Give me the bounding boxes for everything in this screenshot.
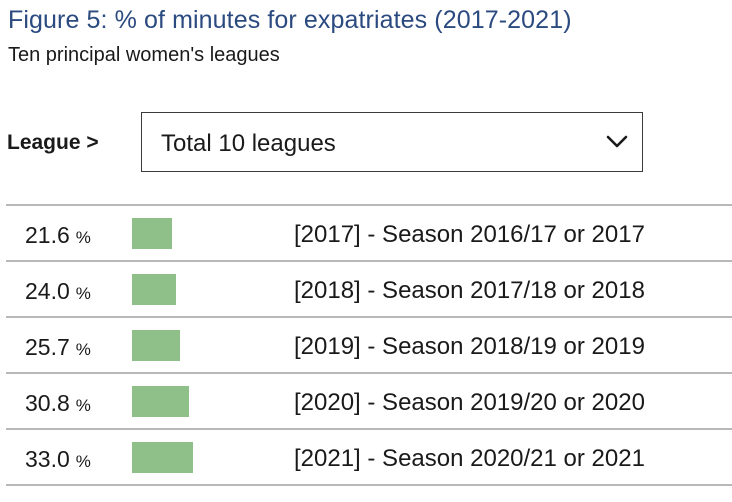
table-row: 25.7% [2019] - Season 2018/19 or 2019 bbox=[6, 318, 732, 374]
bar bbox=[132, 442, 194, 473]
bar-category-label: [2019] - Season 2018/19 or 2019 bbox=[294, 333, 645, 360]
bar-value-unit: % bbox=[75, 284, 91, 303]
bar-value-unit: % bbox=[75, 340, 91, 359]
bar-value-number: 24.0 bbox=[25, 278, 70, 304]
table-row: 24.0% [2018] - Season 2017/18 or 2018 bbox=[6, 262, 732, 318]
bar-value-number: 21.6 bbox=[25, 222, 70, 248]
league-select-value: Total 10 leagues bbox=[161, 130, 336, 157]
bar-value-label: 24.0% bbox=[25, 278, 91, 305]
bar-value-label: 30.8% bbox=[25, 390, 91, 417]
bar bbox=[132, 274, 177, 305]
chart-title: Figure 5: % of minutes for expatriates (… bbox=[8, 6, 572, 34]
bar-value-unit: % bbox=[75, 228, 91, 247]
bar bbox=[132, 386, 189, 417]
bar-category-label: [2017] - Season 2016/17 or 2017 bbox=[294, 221, 645, 248]
bar-value-number: 30.8 bbox=[25, 390, 70, 416]
chevron-down-icon bbox=[606, 135, 628, 148]
league-select[interactable]: Total 10 leagues bbox=[141, 112, 643, 172]
table-row: 33.0% [2021] - Season 2020/21 or 2021 bbox=[6, 430, 732, 486]
table-row: 21.6% [2017] - Season 2016/17 or 2017 bbox=[6, 206, 732, 262]
bar-category-label: [2020] - Season 2019/20 or 2020 bbox=[294, 389, 645, 416]
bar-value-unit: % bbox=[75, 452, 91, 471]
bar-value-label: 33.0% bbox=[25, 446, 91, 473]
bar bbox=[132, 218, 172, 249]
league-filter-label: League > bbox=[7, 131, 99, 154]
chart-top-rule bbox=[6, 204, 732, 206]
bar-category-label: [2021] - Season 2020/21 or 2021 bbox=[294, 445, 645, 472]
bar-value-label: 25.7% bbox=[25, 334, 91, 361]
chart-subtitle: Ten principal women's leagues bbox=[8, 44, 280, 66]
bar-value-number: 25.7 bbox=[25, 334, 70, 360]
bar-value-number: 33.0 bbox=[25, 446, 70, 472]
table-row: 30.8% [2020] - Season 2019/20 or 2020 bbox=[6, 374, 732, 430]
bar bbox=[132, 330, 180, 361]
bar-value-unit: % bbox=[75, 396, 91, 415]
bar-value-label: 21.6% bbox=[25, 222, 91, 249]
bar-category-label: [2018] - Season 2017/18 or 2018 bbox=[294, 277, 645, 304]
